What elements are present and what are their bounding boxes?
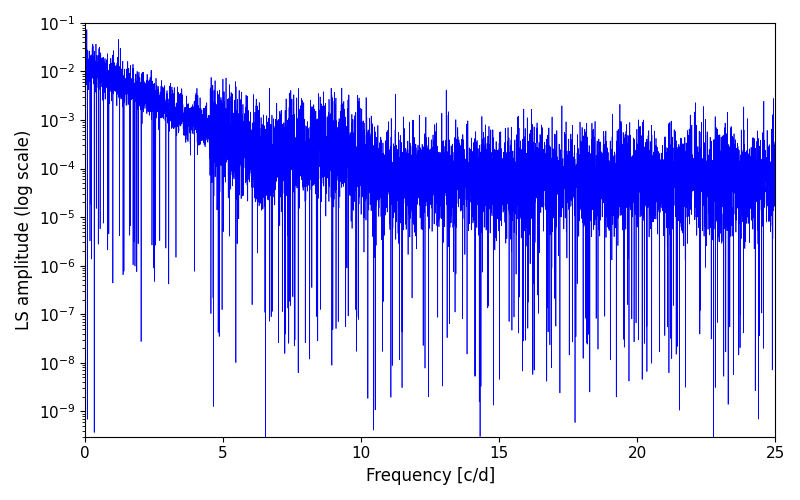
Y-axis label: LS amplitude (log scale): LS amplitude (log scale) [15, 130, 33, 330]
X-axis label: Frequency [c/d]: Frequency [c/d] [366, 467, 494, 485]
